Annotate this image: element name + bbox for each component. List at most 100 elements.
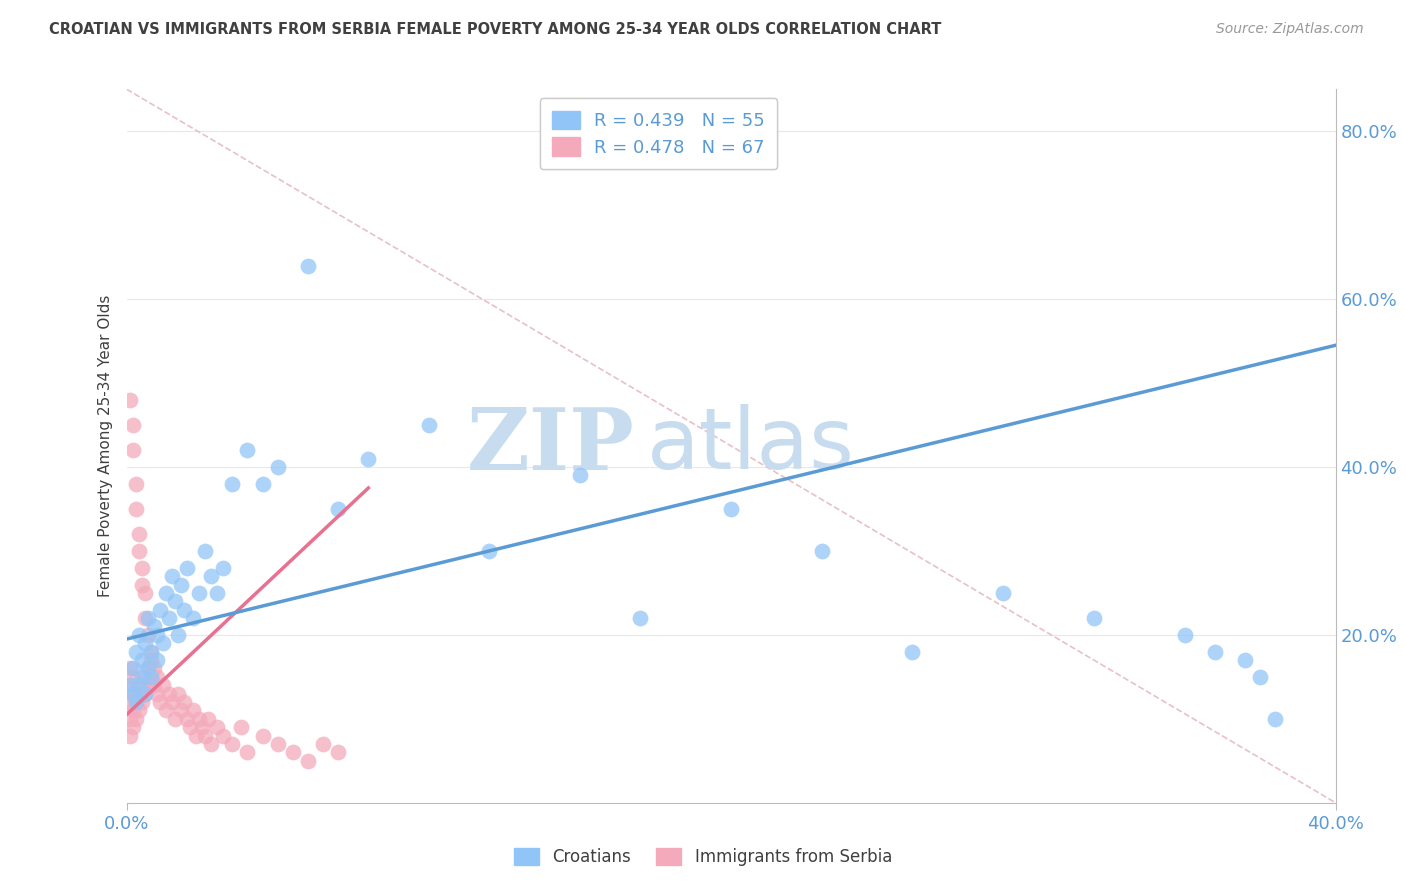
Point: [146, 653, 169, 667]
Point: [146, 687, 169, 701]
Point: [194, 729, 217, 743]
Point: [357, 451, 380, 466]
Point: [152, 636, 174, 650]
Point: [118, 695, 141, 709]
Point: [118, 678, 141, 692]
Point: [124, 695, 146, 709]
Point: [205, 586, 228, 600]
Point: [124, 695, 146, 709]
Point: [118, 392, 141, 407]
Point: [418, 417, 440, 432]
Point: [326, 746, 350, 760]
Point: [139, 670, 162, 684]
Point: [128, 628, 150, 642]
Point: [212, 729, 235, 743]
Point: [163, 712, 186, 726]
Point: [163, 594, 186, 608]
Point: [200, 737, 222, 751]
Point: [188, 712, 211, 726]
Point: [810, 544, 832, 558]
Point: [136, 661, 159, 675]
Point: [134, 687, 156, 701]
Point: [118, 729, 141, 743]
Point: [176, 712, 198, 726]
Point: [124, 712, 146, 726]
Point: [121, 687, 143, 701]
Point: [221, 476, 243, 491]
Point: [630, 611, 652, 625]
Point: [179, 720, 201, 734]
Point: [134, 586, 156, 600]
Point: [1173, 628, 1195, 642]
Point: [131, 653, 153, 667]
Text: atlas: atlas: [647, 404, 855, 488]
Point: [128, 678, 150, 692]
Point: [139, 645, 162, 659]
Point: [191, 720, 214, 734]
Point: [136, 661, 159, 675]
Point: [297, 259, 319, 273]
Point: [128, 527, 150, 541]
Point: [1249, 670, 1271, 684]
Point: [312, 737, 335, 751]
Point: [221, 737, 243, 751]
Point: [124, 645, 146, 659]
Point: [149, 603, 172, 617]
Point: [157, 687, 180, 701]
Point: [121, 687, 143, 701]
Point: [128, 703, 150, 717]
Point: [149, 695, 172, 709]
Point: [142, 661, 165, 675]
Point: [993, 586, 1015, 600]
Point: [134, 636, 156, 650]
Point: [124, 476, 146, 491]
Point: [236, 443, 259, 458]
Legend: R = 0.439   N = 55, R = 0.478   N = 67: R = 0.439 N = 55, R = 0.478 N = 67: [540, 98, 778, 169]
Point: [155, 703, 177, 717]
Point: [121, 703, 143, 717]
Point: [152, 678, 174, 692]
Point: [188, 586, 211, 600]
Text: ZIP: ZIP: [467, 404, 634, 488]
Point: [128, 544, 150, 558]
Point: [252, 729, 274, 743]
Point: [160, 695, 183, 709]
Point: [176, 560, 198, 574]
Text: CROATIAN VS IMMIGRANTS FROM SERBIA FEMALE POVERTY AMONG 25-34 YEAR OLDS CORRELAT: CROATIAN VS IMMIGRANTS FROM SERBIA FEMAL…: [49, 22, 942, 37]
Point: [142, 678, 165, 692]
Point: [121, 670, 143, 684]
Point: [181, 611, 204, 625]
Point: [134, 670, 156, 684]
Point: [139, 653, 162, 667]
Point: [281, 746, 304, 760]
Point: [139, 645, 162, 659]
Point: [131, 670, 153, 684]
Point: [155, 586, 177, 600]
Point: [121, 417, 143, 432]
Point: [118, 678, 141, 692]
Text: Source: ZipAtlas.com: Source: ZipAtlas.com: [1216, 22, 1364, 37]
Point: [121, 661, 143, 675]
Point: [134, 611, 156, 625]
Point: [297, 754, 319, 768]
Legend: Croatians, Immigrants from Serbia: Croatians, Immigrants from Serbia: [506, 840, 900, 875]
Point: [720, 502, 742, 516]
Point: [139, 670, 162, 684]
Point: [131, 560, 153, 574]
Point: [173, 695, 195, 709]
Point: [252, 476, 274, 491]
Point: [136, 678, 159, 692]
Point: [173, 603, 195, 617]
Point: [134, 687, 156, 701]
Point: [901, 645, 924, 659]
Point: [205, 720, 228, 734]
Point: [200, 569, 222, 583]
Point: [146, 628, 169, 642]
Point: [167, 687, 190, 701]
Point: [128, 687, 150, 701]
Point: [146, 670, 169, 684]
Point: [267, 460, 290, 475]
Point: [118, 661, 141, 675]
Y-axis label: Female Poverty Among 25-34 Year Olds: Female Poverty Among 25-34 Year Olds: [97, 295, 112, 597]
Point: [197, 712, 219, 726]
